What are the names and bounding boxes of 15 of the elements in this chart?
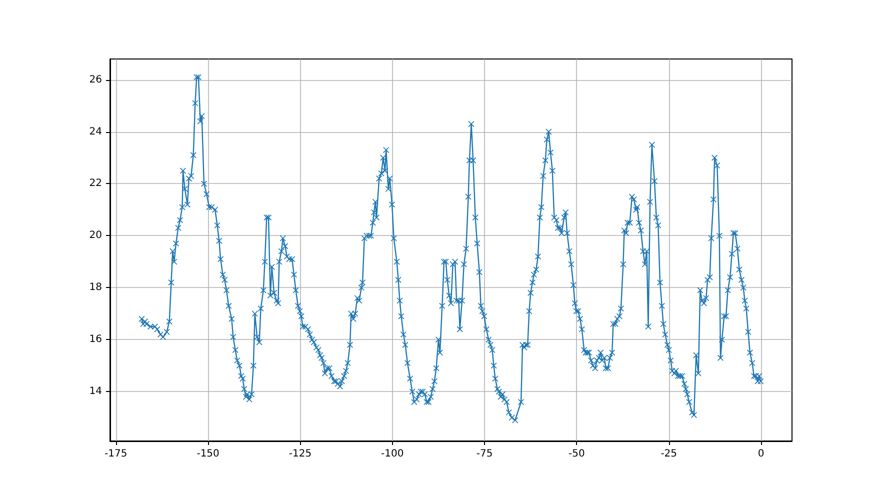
x-tick-label: -150 bbox=[196, 448, 220, 460]
y-tick-label: 22 bbox=[89, 178, 102, 190]
x-tick-label: -125 bbox=[288, 448, 312, 460]
x-tick-label: -75 bbox=[476, 448, 493, 460]
x-tick-label: -100 bbox=[381, 448, 404, 460]
y-tick-label: 20 bbox=[89, 230, 102, 242]
x-tick-label: 0 bbox=[758, 448, 764, 460]
x-tick-label: -175 bbox=[104, 448, 128, 460]
y-tick-label: 24 bbox=[89, 126, 102, 138]
y-tick-label: 18 bbox=[89, 282, 102, 294]
y-tick-label: 16 bbox=[89, 334, 102, 346]
x-tick-label: -50 bbox=[568, 448, 585, 460]
y-tick-label: 26 bbox=[89, 74, 102, 86]
x-tick-label: -25 bbox=[660, 448, 678, 460]
y-tick-label: 14 bbox=[89, 386, 102, 398]
